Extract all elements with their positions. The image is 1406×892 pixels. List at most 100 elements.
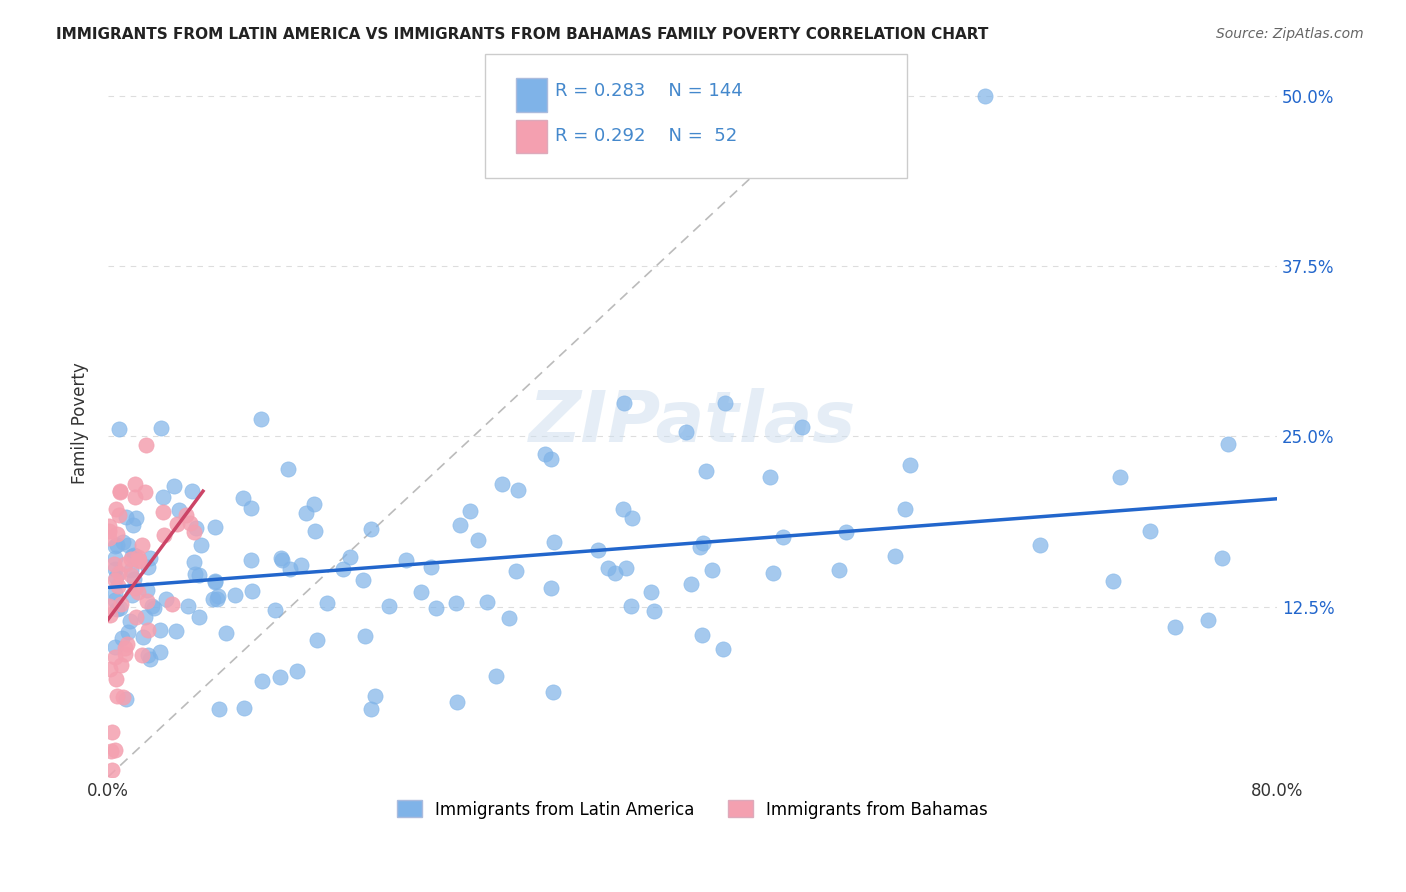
Point <box>1197 613 1219 627</box>
Point <box>249 411 271 425</box>
Point <box>132 630 155 644</box>
Point <box>104 570 127 584</box>
Point <box>332 562 354 576</box>
Point <box>105 602 128 616</box>
Point <box>278 562 301 576</box>
Point <box>695 464 717 478</box>
Point <box>117 637 139 651</box>
Point <box>420 559 443 574</box>
Point <box>136 648 159 662</box>
Point <box>120 551 142 566</box>
Point <box>101 763 124 777</box>
Point <box>111 690 134 704</box>
Point <box>181 484 204 499</box>
Point <box>620 510 643 524</box>
Point <box>360 702 382 716</box>
Point <box>134 610 156 624</box>
Point <box>700 563 723 577</box>
Legend: Immigrants from Latin America, Immigrants from Bahamas: Immigrants from Latin America, Immigrant… <box>391 794 995 825</box>
Point <box>395 553 418 567</box>
Point <box>124 610 146 624</box>
Y-axis label: Family Poverty: Family Poverty <box>72 362 89 483</box>
Point <box>541 685 564 699</box>
Point <box>104 573 127 587</box>
Point <box>139 551 162 566</box>
Point <box>128 554 150 568</box>
Point <box>675 425 697 439</box>
Point <box>828 563 851 577</box>
Point <box>104 672 127 686</box>
Point <box>122 572 145 586</box>
Point <box>127 549 149 564</box>
Point <box>108 422 131 436</box>
Point <box>124 581 146 595</box>
Point <box>271 553 294 567</box>
Point <box>1218 437 1240 451</box>
Point <box>139 651 162 665</box>
Point <box>505 564 527 578</box>
Point <box>114 640 136 655</box>
Point <box>900 458 922 472</box>
Point <box>155 591 177 606</box>
Point <box>183 525 205 540</box>
Point <box>141 599 163 614</box>
Point <box>207 589 229 603</box>
Point <box>444 596 467 610</box>
Point <box>640 585 662 599</box>
Point <box>679 577 702 591</box>
Point <box>110 484 132 499</box>
Point <box>835 525 858 540</box>
Point <box>352 573 374 587</box>
Point <box>111 631 134 645</box>
Point <box>104 593 127 607</box>
Point <box>127 584 149 599</box>
Point <box>596 561 619 575</box>
Point <box>339 549 361 564</box>
Point <box>485 668 508 682</box>
Point <box>152 505 174 519</box>
Text: Source: ZipAtlas.com: Source: ZipAtlas.com <box>1216 27 1364 41</box>
Point <box>104 561 127 575</box>
Point <box>758 470 780 484</box>
Point <box>643 604 665 618</box>
Point <box>467 533 489 547</box>
Point <box>690 628 713 642</box>
Point <box>153 527 176 541</box>
Point <box>152 490 174 504</box>
Point <box>711 642 734 657</box>
Point <box>201 592 224 607</box>
Point <box>120 563 142 577</box>
Point <box>233 701 256 715</box>
Point <box>240 552 263 566</box>
Point <box>184 566 207 581</box>
Point <box>689 540 711 554</box>
Point <box>98 607 121 622</box>
Point <box>269 670 291 684</box>
Point <box>136 623 159 637</box>
Point <box>98 531 121 545</box>
Point <box>305 633 328 648</box>
Point <box>114 557 136 571</box>
Point <box>204 519 226 533</box>
Point <box>105 538 128 552</box>
Point <box>179 516 201 530</box>
Point <box>183 555 205 569</box>
Point <box>446 695 468 709</box>
Point <box>884 549 907 563</box>
Point <box>240 584 263 599</box>
Point <box>118 614 141 628</box>
Point <box>204 574 226 589</box>
Point <box>98 524 121 538</box>
Point <box>250 673 273 688</box>
Point <box>131 648 153 663</box>
Point <box>105 527 128 541</box>
Text: IMMIGRANTS FROM LATIN AMERICA VS IMMIGRANTS FROM BAHAMAS FAMILY POVERTY CORRELAT: IMMIGRANTS FROM LATIN AMERICA VS IMMIGRA… <box>56 27 988 42</box>
Point <box>150 421 173 435</box>
Point <box>122 518 145 533</box>
Point <box>184 521 207 535</box>
Text: ZIPatlas: ZIPatlas <box>529 388 856 458</box>
Point <box>110 657 132 672</box>
Point <box>135 438 157 452</box>
Point <box>543 534 565 549</box>
Point <box>100 725 122 739</box>
